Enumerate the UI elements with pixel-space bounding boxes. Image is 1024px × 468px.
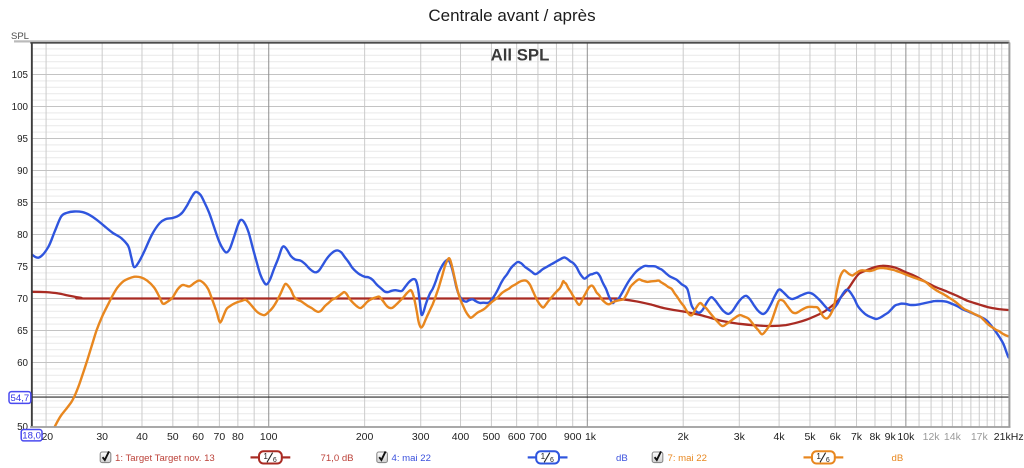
svg-text:90: 90 — [17, 166, 28, 177]
svg-text:80: 80 — [17, 230, 28, 241]
svg-text:65: 65 — [17, 326, 28, 337]
svg-text:100: 100 — [12, 102, 29, 113]
svg-text:4k: 4k — [774, 431, 786, 443]
svg-text:6: 6 — [826, 457, 830, 464]
svg-text:500: 500 — [483, 431, 501, 443]
svg-text:7: mai 22: 7: mai 22 — [668, 453, 707, 464]
svg-text:1: 1 — [816, 452, 821, 461]
svg-text:400: 400 — [452, 431, 470, 443]
svg-text:50: 50 — [167, 431, 179, 443]
svg-text:300: 300 — [412, 431, 430, 443]
svg-text:80: 80 — [232, 431, 244, 443]
svg-text:9k: 9k — [885, 431, 897, 443]
svg-text:3k: 3k — [734, 431, 746, 443]
svg-text:70: 70 — [214, 431, 226, 443]
svg-text:1k: 1k — [585, 431, 597, 443]
svg-text:Centrale avant / après: Centrale avant / après — [428, 6, 595, 25]
svg-text:1: Target Target nov. 13: 1: Target Target nov. 13 — [115, 453, 215, 464]
svg-text:30: 30 — [96, 431, 108, 443]
svg-text:50: 50 — [17, 422, 28, 433]
svg-text:85: 85 — [17, 198, 28, 209]
svg-text:40: 40 — [136, 431, 148, 443]
svg-text:7k: 7k — [851, 431, 863, 443]
svg-text:18,0: 18,0 — [22, 431, 41, 442]
svg-text:17k: 17k — [971, 431, 989, 443]
svg-text:6k: 6k — [830, 431, 842, 443]
svg-text:75: 75 — [17, 262, 28, 273]
svg-text:12k: 12k — [923, 431, 941, 443]
svg-text:10k: 10k — [897, 431, 915, 443]
svg-text:54,7: 54,7 — [11, 393, 30, 404]
svg-text:700: 700 — [529, 431, 547, 443]
svg-text:dB: dB — [616, 453, 628, 464]
svg-text:95: 95 — [17, 134, 28, 145]
svg-text:60: 60 — [192, 431, 204, 443]
svg-text:2k: 2k — [678, 431, 690, 443]
svg-text:8k: 8k — [869, 431, 881, 443]
svg-text:900: 900 — [564, 431, 582, 443]
svg-text:6: 6 — [550, 457, 554, 464]
svg-text:14k: 14k — [944, 431, 962, 443]
svg-text:dB: dB — [892, 453, 904, 464]
svg-text:20: 20 — [41, 431, 53, 443]
svg-text:1: 1 — [263, 452, 268, 461]
svg-text:SPL: SPL — [11, 31, 29, 42]
svg-text:All SPL: All SPL — [491, 45, 550, 64]
svg-text:4: mai 22: 4: mai 22 — [392, 453, 431, 464]
svg-text:70: 70 — [17, 294, 28, 305]
svg-text:6: 6 — [273, 457, 277, 464]
svg-text:100: 100 — [260, 431, 278, 443]
svg-text:200: 200 — [356, 431, 374, 443]
svg-text:5k: 5k — [804, 431, 816, 443]
svg-text:60: 60 — [17, 358, 28, 369]
svg-text:71,0 dB: 71,0 dB — [321, 453, 354, 464]
svg-text:105: 105 — [12, 70, 29, 81]
svg-text:1: 1 — [541, 452, 546, 461]
svg-text:600: 600 — [508, 431, 526, 443]
svg-text:21kHz: 21kHz — [994, 431, 1024, 443]
